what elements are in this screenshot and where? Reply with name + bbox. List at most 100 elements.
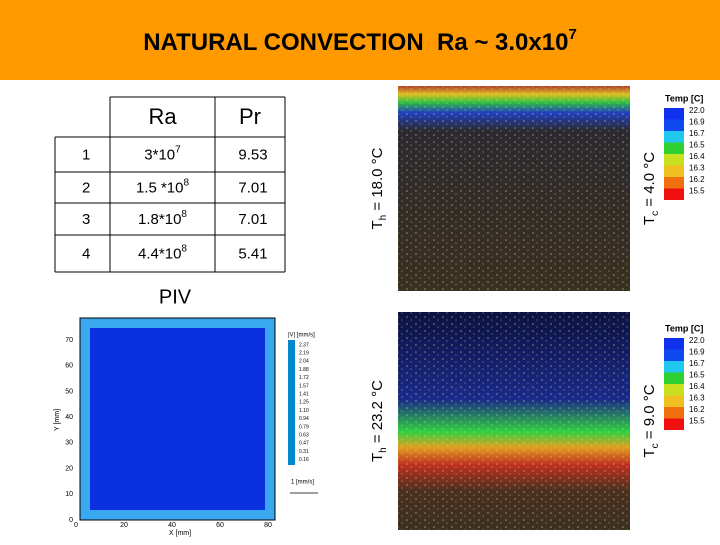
label-rest: = 4.0 °C — [641, 152, 658, 211]
colorbar-label: 1.41 — [299, 392, 309, 398]
label-t: T — [369, 453, 386, 462]
header-band — [0, 0, 720, 80]
piv-label: PIV — [159, 286, 192, 308]
table-cell: 7.01 — [238, 211, 267, 228]
colorbar-label: 2.04 — [299, 359, 309, 365]
colorbar-label: 1.88 — [299, 367, 309, 373]
colorbar-label: 2.19 — [299, 351, 309, 357]
table-cell: 1 — [82, 146, 90, 163]
colorbar-label: 22.0 — [689, 106, 705, 115]
y-tick-label: 0 — [69, 517, 73, 524]
colorbar-swatch — [664, 418, 684, 430]
table-cell: 5.41 — [238, 245, 267, 262]
colorbar-label: 1.25 — [299, 400, 309, 406]
colorbar-label: 0.47 — [299, 441, 309, 447]
x-axis-label: X [mm] — [169, 530, 191, 537]
cell-base: 4.4*10 — [138, 245, 181, 262]
colorbar-title: |V| [mm/s] — [288, 333, 315, 339]
cell-exp: 7 — [175, 144, 181, 155]
colorbar-label: 0.94 — [299, 416, 309, 422]
colorbar-label: 16.3 — [689, 394, 705, 403]
table-cell: 1.8*108 — [138, 209, 187, 228]
colorbar-swatch — [664, 395, 684, 407]
hot-label: Th = 18.0 °C — [369, 147, 389, 229]
table-header: Pr — [239, 104, 261, 129]
colorbar-title: Temp [C] — [665, 323, 703, 333]
colorbar-label: 16.5 — [689, 371, 705, 380]
label-sub: c — [650, 211, 661, 216]
colorbar-swatch — [664, 154, 684, 166]
colorbar-label: 16.3 — [689, 164, 705, 173]
table-cell: 3*107 — [144, 144, 181, 163]
colorbar-swatch — [664, 372, 684, 384]
colorbar-label: 0.31 — [299, 449, 309, 455]
colorbar-swatch — [664, 361, 684, 373]
colorbar-swatch — [664, 177, 684, 189]
y-axis-label: Y [mm] — [54, 409, 61, 431]
y-tick-label: 20 — [65, 465, 73, 472]
colorbar-label: 22.0 — [689, 336, 705, 345]
cell-exp: 8 — [181, 209, 187, 220]
colorbar-label: 16.7 — [689, 359, 705, 368]
colorbar-swatch — [664, 384, 684, 396]
label-rest: = 9.0 °C — [641, 384, 658, 443]
label-t: T — [641, 448, 658, 457]
colorbar-swatch — [664, 165, 684, 177]
label-rest: = 23.2 °C — [369, 380, 386, 447]
y-tick-label: 50 — [65, 388, 73, 395]
colorbar-label: 16.9 — [689, 348, 705, 357]
y-tick-label: 30 — [65, 440, 73, 447]
colorbar-swatch — [664, 108, 684, 120]
colorbar-label: 16.2 — [689, 405, 705, 414]
y-tick-label: 10 — [65, 491, 73, 498]
colorbar-swatch — [664, 119, 684, 131]
table-cell: 2 — [82, 179, 90, 196]
x-tick-label: 20 — [120, 522, 128, 529]
colorbar-swatch — [664, 407, 684, 419]
colorbar-swatch — [664, 338, 684, 350]
colorbar-label: 16.5 — [689, 141, 705, 150]
table-cell: 1.5 *108 — [136, 177, 190, 196]
label-t: T — [369, 220, 386, 229]
table-cell: 9.53 — [238, 146, 267, 163]
cell-exp: 8 — [183, 177, 189, 188]
table-cell: 4 — [82, 245, 90, 262]
colorbar-label: 1.57 — [299, 383, 309, 389]
colorbar-label: 16.4 — [689, 382, 705, 391]
colorbar-label: 1.72 — [299, 375, 309, 381]
label-rest: = 18.0 °C — [369, 147, 386, 214]
colorbar-label: 2.37 — [299, 342, 309, 348]
colorbar-swatch — [664, 131, 684, 143]
colorbar-swatch — [664, 188, 684, 200]
label-sub: c — [650, 443, 661, 448]
y-tick-label: 40 — [65, 414, 73, 421]
colorbar-swatch — [664, 142, 684, 154]
cold-label: Tc = 9.0 °C — [641, 384, 661, 457]
label-sub: h — [378, 447, 389, 453]
reference-vector: 1 [mm/s] — [291, 480, 314, 486]
x-tick-label: 60 — [216, 522, 224, 529]
colorbar-label: 16.4 — [689, 152, 705, 161]
colorbar-label: 1.10 — [299, 408, 309, 414]
colorbar-label: 16.2 — [689, 175, 705, 184]
table-cell: 4.4*108 — [138, 243, 187, 262]
cell-base: 3*10 — [144, 146, 175, 163]
y-tick-label: 60 — [65, 363, 73, 370]
piv-plot — [79, 317, 318, 521]
table-cell: 3 — [82, 211, 90, 228]
colorbar-label: 16.9 — [689, 118, 705, 127]
piv-annotations: 0 20 40 60 80 0 10 20 30 40 50 60 70 X [mm] Y [mm] |V| … — [54, 333, 315, 537]
colorbar-label: 0.63 — [299, 433, 309, 439]
colorbar-label: 16.7 — [689, 129, 705, 138]
x-tick-label: 40 — [168, 522, 176, 529]
table-header: Ra — [148, 104, 177, 129]
y-tick-label: 70 — [65, 337, 73, 344]
piv-colorbar — [288, 340, 295, 465]
colorbar-label: 0.79 — [299, 424, 309, 430]
cold-label: Tc = 4.0 °C — [641, 152, 661, 225]
hot-label: Th = 23.2 °C — [369, 380, 389, 462]
table-cell: 7.01 — [238, 179, 267, 196]
cell-base: 1.5 *10 — [136, 179, 184, 196]
